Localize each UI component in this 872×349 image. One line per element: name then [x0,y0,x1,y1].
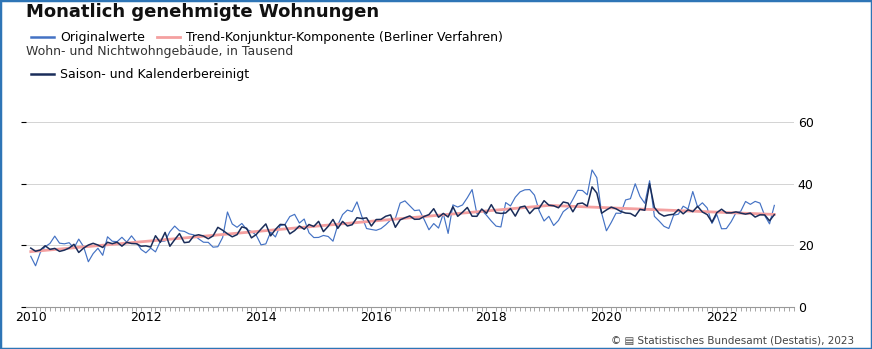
Legend: Saison- und Kalenderbereinigt: Saison- und Kalenderbereinigt [26,63,254,86]
Text: © ▤ Statistisches Bundesamt (Destatis), 2023: © ▤ Statistisches Bundesamt (Destatis), … [611,335,855,346]
Text: Monatlich genehmigte Wohnungen: Monatlich genehmigte Wohnungen [26,3,379,22]
Text: Wohn- und Nichtwohngebäude, in Tausend: Wohn- und Nichtwohngebäude, in Tausend [26,45,293,58]
